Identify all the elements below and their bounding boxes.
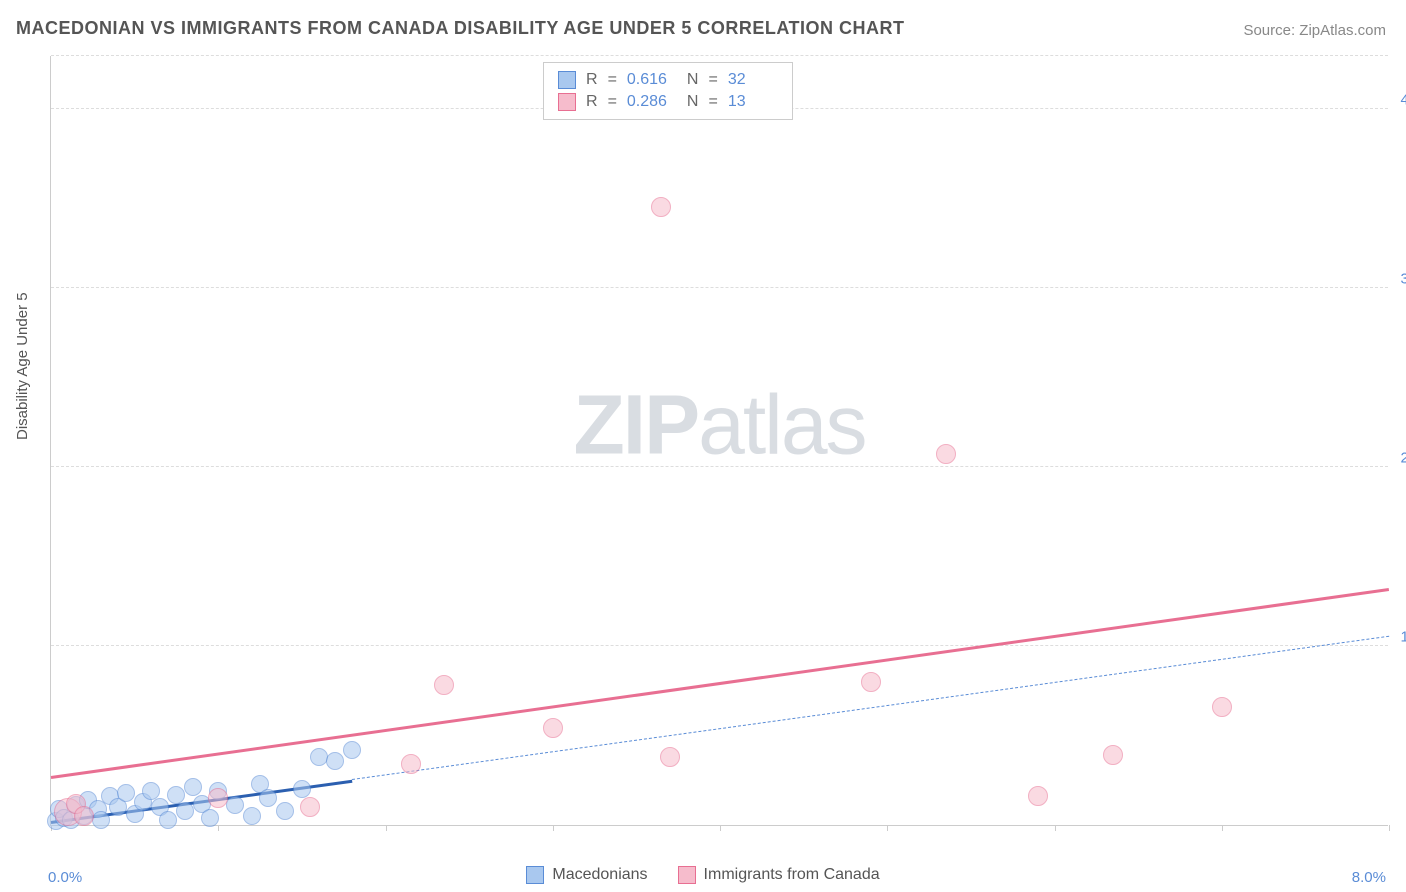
r-value-2: 0.286 <box>627 93 677 111</box>
r-label: R <box>586 71 598 89</box>
data-point-series-1 <box>543 718 563 738</box>
legend-swatch <box>526 866 544 884</box>
watermark-zip: ZIP <box>573 378 698 472</box>
correlation-info-box: R = 0.616 N = 32 R = 0.286 N = 13 <box>543 62 793 120</box>
data-point-series-0 <box>92 811 110 829</box>
y-tick-label: 20.0% <box>1393 449 1406 466</box>
gridline <box>51 466 1388 467</box>
data-point-series-0 <box>276 802 294 820</box>
r-value-1: 0.616 <box>627 71 677 89</box>
data-point-series-0 <box>226 796 244 814</box>
y-tick-label: 10.0% <box>1393 628 1406 645</box>
eq: = <box>608 93 617 111</box>
n-label: N <box>687 93 699 111</box>
legend-label: Macedonians <box>552 866 647 884</box>
y-tick-label: 40.0% <box>1393 91 1406 108</box>
trend-line <box>352 636 1389 780</box>
x-tick <box>386 825 387 831</box>
legend-item-0: Macedonians <box>526 866 647 884</box>
data-point-series-0 <box>159 811 177 829</box>
n-label: N <box>687 71 699 89</box>
eq: = <box>608 71 617 89</box>
legend-label: Immigrants from Canada <box>704 866 880 884</box>
data-point-series-1 <box>434 675 454 695</box>
data-point-series-1 <box>208 788 228 808</box>
eq: = <box>708 71 717 89</box>
data-point-series-0 <box>259 789 277 807</box>
info-row-series-1: R = 0.616 N = 32 <box>558 69 778 91</box>
swatch-series-1 <box>558 71 576 89</box>
r-label: R <box>586 93 598 111</box>
data-point-series-1 <box>1103 745 1123 765</box>
watermark: ZIPatlas <box>573 377 865 474</box>
data-point-series-1 <box>651 197 671 217</box>
data-point-series-0 <box>117 784 135 802</box>
data-point-series-1 <box>74 806 94 826</box>
trend-line <box>51 588 1389 779</box>
source-label: Source: ZipAtlas.com <box>1243 22 1386 39</box>
x-tick <box>1055 825 1056 831</box>
data-point-series-0 <box>243 807 261 825</box>
data-point-series-0 <box>201 809 219 827</box>
data-point-series-0 <box>343 741 361 759</box>
data-point-series-1 <box>401 754 421 774</box>
data-point-series-0 <box>310 748 328 766</box>
y-axis-label: Disability Age Under 5 <box>14 292 31 440</box>
data-point-series-1 <box>861 672 881 692</box>
plot-area: ZIPatlas 10.0%20.0%30.0%40.0% <box>50 56 1388 826</box>
legend-swatch <box>678 866 696 884</box>
data-point-series-0 <box>176 802 194 820</box>
gridline <box>51 645 1388 646</box>
n-value-2: 13 <box>728 93 778 111</box>
data-point-series-1 <box>660 747 680 767</box>
n-value-1: 32 <box>728 71 778 89</box>
x-tick <box>720 825 721 831</box>
bottom-legend: Macedonians Immigrants from Canada <box>0 866 1406 884</box>
x-tick <box>218 825 219 831</box>
legend-item-1: Immigrants from Canada <box>678 866 880 884</box>
data-point-series-1 <box>936 444 956 464</box>
info-row-series-2: R = 0.286 N = 13 <box>558 91 778 113</box>
data-point-series-1 <box>1028 786 1048 806</box>
watermark-atlas: atlas <box>698 378 865 472</box>
data-point-series-1 <box>300 797 320 817</box>
eq: = <box>708 93 717 111</box>
x-tick <box>887 825 888 831</box>
x-tick <box>1389 825 1390 831</box>
chart-title: MACEDONIAN VS IMMIGRANTS FROM CANADA DIS… <box>16 18 905 39</box>
x-tick <box>553 825 554 831</box>
x-tick <box>1222 825 1223 831</box>
gridline <box>51 287 1388 288</box>
data-point-series-0 <box>293 780 311 798</box>
data-point-series-1 <box>1212 697 1232 717</box>
y-tick-label: 30.0% <box>1393 270 1406 287</box>
swatch-series-2 <box>558 93 576 111</box>
data-point-series-0 <box>326 752 344 770</box>
